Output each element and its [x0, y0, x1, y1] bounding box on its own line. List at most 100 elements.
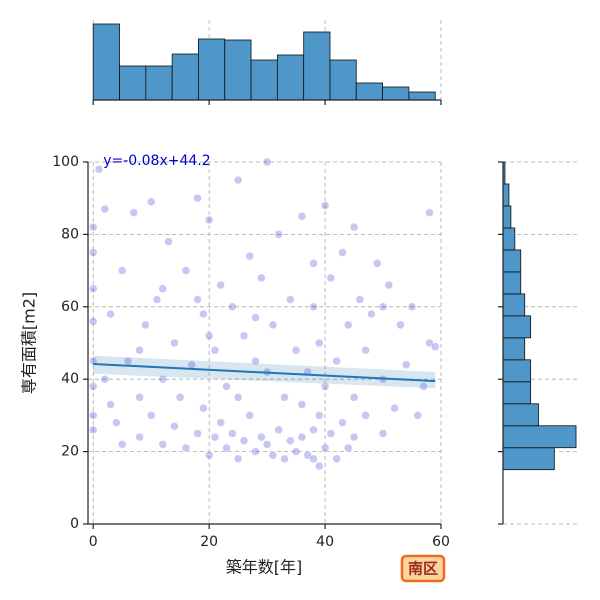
- scatter-point: [228, 429, 237, 438]
- scatter-point: [222, 382, 231, 391]
- scatter-point: [117, 266, 127, 275]
- scatter-point: [141, 320, 150, 330]
- scatter-point: [297, 212, 307, 221]
- scatter-point: [338, 248, 347, 257]
- scatter-point: [332, 454, 341, 464]
- scatter-point: [88, 317, 98, 326]
- histogram-bar: [502, 205, 512, 229]
- scatter-point: [378, 429, 388, 438]
- histogram-bar: [502, 447, 555, 471]
- scatter-point: [344, 443, 353, 453]
- scatter-point: [88, 425, 98, 435]
- x-axis-label: 築年数[年]: [226, 558, 303, 577]
- scatter-point: [338, 418, 347, 427]
- scatter-point: [210, 345, 220, 355]
- scatter-point: [349, 393, 359, 402]
- scatter-point: [216, 418, 225, 427]
- scatter-point: [112, 418, 121, 427]
- histogram-bar: [303, 31, 331, 101]
- scatter-point: [222, 443, 231, 453]
- scatter-point: [251, 313, 260, 322]
- scatter-point: [315, 461, 324, 471]
- scatter-point: [378, 302, 388, 312]
- scatter-point: [193, 193, 202, 203]
- scatter-point: [355, 295, 365, 304]
- scatter-point: [88, 248, 98, 257]
- scatter-point: [199, 403, 208, 413]
- scatter-point: [135, 393, 144, 402]
- histogram-bar: [502, 359, 532, 383]
- scatter-point: [372, 259, 382, 268]
- scatter-point: [384, 280, 394, 290]
- scatter-point: [309, 259, 318, 268]
- y-tick-label: 60: [61, 299, 79, 315]
- scatter-point: [88, 411, 98, 420]
- histogram-bar: [276, 54, 305, 101]
- histogram-bar: [171, 53, 199, 101]
- scatter-point: [245, 251, 254, 261]
- scatter-point: [268, 320, 278, 330]
- scatter-point: [344, 320, 353, 330]
- scatter-point: [100, 374, 110, 384]
- y-axis-label: 専有面積[m2]: [20, 292, 39, 394]
- scatter-point: [309, 425, 318, 435]
- scatter-point: [320, 382, 330, 391]
- scatter-point: [88, 222, 98, 232]
- scatter-point: [349, 432, 359, 442]
- histogram-bar: [224, 39, 252, 101]
- scatter-point: [117, 440, 127, 449]
- scatter-point: [251, 356, 260, 366]
- histogram-bar: [329, 59, 357, 101]
- y-tick-label: 80: [61, 226, 79, 242]
- scatter-point: [286, 295, 295, 304]
- histogram-bar: [502, 337, 526, 361]
- scatter-point: [204, 215, 214, 225]
- scatter-point: [245, 411, 254, 420]
- scatter-point: [262, 157, 272, 167]
- scatter-point: [170, 422, 179, 431]
- scatter-point: [390, 403, 399, 413]
- histogram-bar: [502, 315, 532, 339]
- x-tick-label: 40: [316, 534, 334, 550]
- scatter-point: [413, 411, 423, 420]
- scatter-point: [88, 284, 98, 293]
- scatter-point: [135, 345, 144, 355]
- scatter-point: [274, 230, 283, 239]
- scatter-point: [268, 450, 278, 460]
- scatter-point: [210, 432, 220, 442]
- scatter-point: [152, 295, 162, 304]
- scatter-point: [257, 432, 266, 442]
- scatter-point: [181, 443, 191, 453]
- scatter-point: [181, 266, 191, 275]
- scatter-point: [320, 201, 330, 210]
- scatter-point: [204, 331, 214, 341]
- histogram-bar: [502, 403, 539, 427]
- scatter-point: [158, 374, 168, 384]
- histogram-bar: [502, 249, 522, 273]
- scatter-point: [274, 425, 283, 435]
- scatter-point: [129, 208, 139, 217]
- scatter-point: [228, 302, 237, 312]
- y-tick-label: 40: [61, 371, 79, 387]
- scatter-point: [251, 447, 260, 456]
- scatter-point: [239, 436, 249, 445]
- scatter-point: [361, 345, 370, 355]
- scatter-point: [216, 280, 225, 290]
- scatter-point: [146, 411, 156, 420]
- scatter-point: [204, 450, 214, 460]
- scatter-point: [297, 432, 307, 442]
- x-tick-label: 20: [200, 534, 218, 550]
- scatter-point: [407, 302, 417, 312]
- scatter-point: [170, 338, 179, 348]
- scatter-point: [88, 382, 98, 391]
- scatter-point: [193, 295, 202, 304]
- scatter-point: [280, 454, 289, 464]
- histogram-bar: [355, 82, 383, 101]
- scatter-point: [233, 175, 243, 185]
- y-tick-label: 20: [61, 444, 79, 460]
- scatter-point: [106, 309, 115, 319]
- scatter-point: [175, 393, 185, 402]
- scatter-point: [280, 393, 289, 402]
- histogram-bar: [502, 271, 522, 295]
- scatter-point: [396, 320, 405, 330]
